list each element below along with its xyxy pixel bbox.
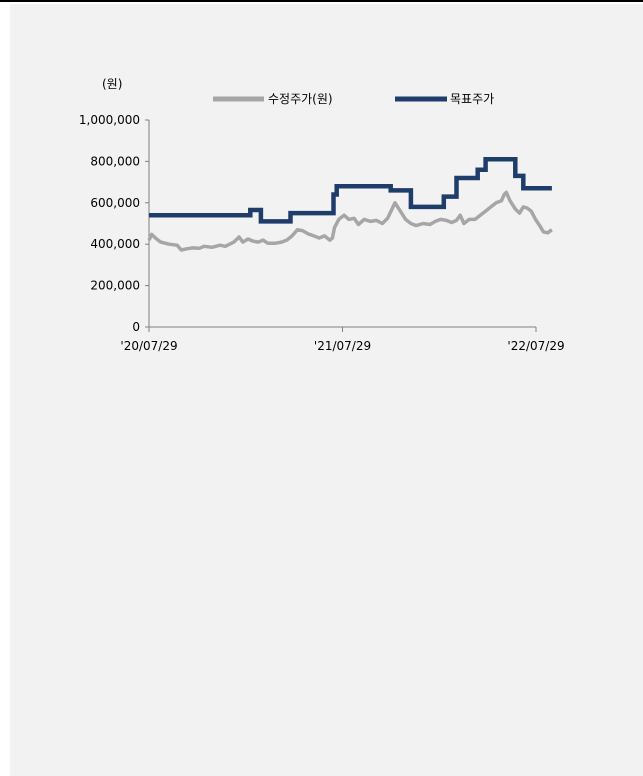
x-tick-label: '20/07/29 <box>120 339 177 353</box>
series-line-target-price <box>149 157 552 224</box>
y-tick-label: 600,000 <box>90 196 140 210</box>
axes: 0 200,000 400,000 600,000 800,000 1,000,000 '2… <box>79 113 565 353</box>
legend-label: 목표주가 <box>450 92 494 106</box>
y-tick-label: 0 <box>132 320 140 334</box>
series-layer <box>147 157 553 252</box>
series-line-adjusted-price <box>147 190 553 252</box>
x-tick-label: '21/07/29 <box>314 339 371 353</box>
legend-label: 수정주가(원) <box>268 92 333 106</box>
top-rule <box>0 0 643 2</box>
y-tick-label: 400,000 <box>90 237 140 251</box>
y-tick-label: 200,000 <box>90 279 140 293</box>
y-tick-label: 1,000,000 <box>79 113 140 127</box>
y-tick-label: 800,000 <box>90 154 140 168</box>
x-tick-label: '22/07/29 <box>507 339 564 353</box>
chart-panel: (원) 수정주가(원) 목표주가 0 200,000 400,000 600,000 80… <box>10 4 643 776</box>
stock-price-chart: (원) 수정주가(원) 목표주가 0 200,000 400,000 600,000 80… <box>79 77 565 353</box>
legend: 수정주가(원) 목표주가 <box>213 92 494 106</box>
y-unit-label: (원) <box>102 77 122 91</box>
